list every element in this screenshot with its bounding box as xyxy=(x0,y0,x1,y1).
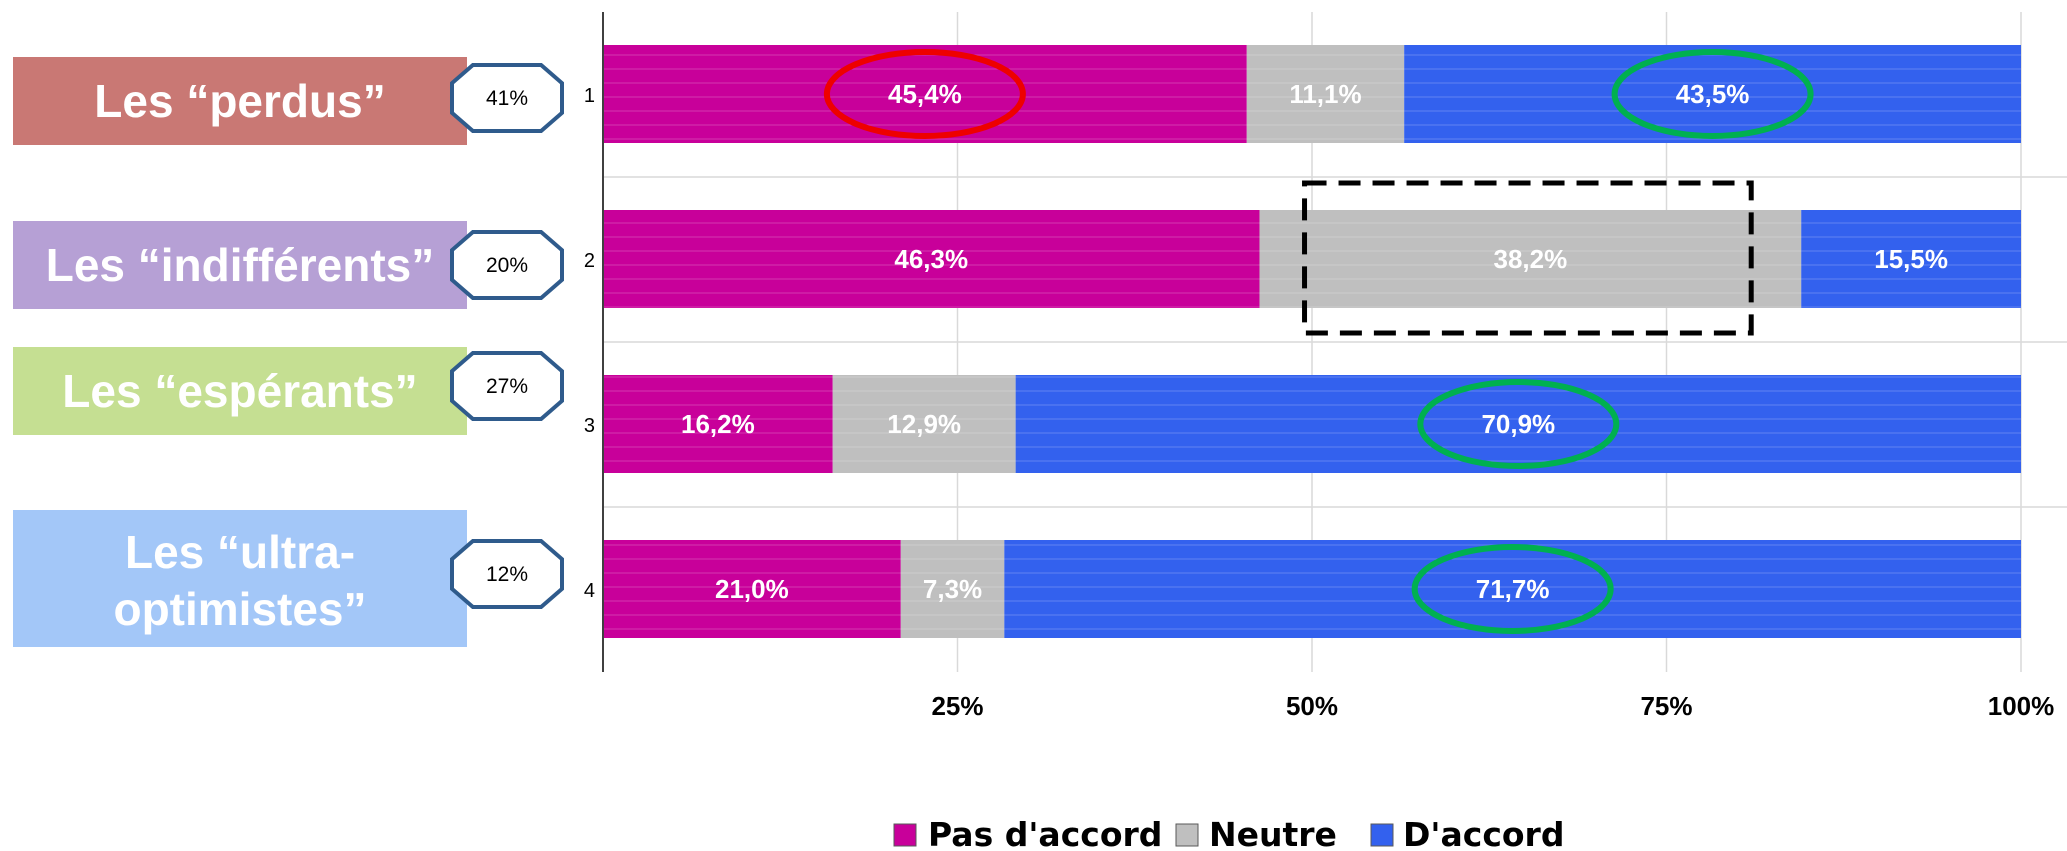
data-label: 16,2% xyxy=(681,409,755,439)
bar-segment-texture xyxy=(832,375,1016,473)
group-label-box xyxy=(13,221,467,309)
data-label: 71,7% xyxy=(1476,574,1550,604)
data-label: 12,9% xyxy=(887,409,961,439)
bar-segment-texture xyxy=(900,540,1005,638)
group-share-label: 41% xyxy=(486,87,528,110)
group-share-badge xyxy=(450,351,564,421)
group-name: Les “espérants” xyxy=(62,365,417,417)
group-share-label: 20% xyxy=(486,254,528,277)
bar-segment-texture xyxy=(603,45,1247,143)
category-label: 3 xyxy=(584,415,595,437)
annotations xyxy=(823,49,1814,634)
data-label: 45,4% xyxy=(888,79,962,109)
group-share-label: 27% xyxy=(486,375,528,398)
data-label: 15,5% xyxy=(1874,244,1948,274)
x-tick-label: 100% xyxy=(1988,691,2055,721)
x-tick-label: 50% xyxy=(1286,691,1338,721)
group-share-badge xyxy=(450,63,564,133)
legend-label: Neutre xyxy=(1209,815,1337,851)
group-name-line2: optimistes” xyxy=(113,583,366,635)
category-label: 1 xyxy=(584,85,595,107)
data-label: 7,3% xyxy=(923,574,982,604)
x-axis: 1 2 3 4 25% 50% 75% 100% xyxy=(584,12,2054,721)
legend-label: Pas d'accord xyxy=(928,815,1162,851)
bar-segment-texture xyxy=(603,210,1260,308)
group-name-line1: Les “ultra- xyxy=(125,526,355,578)
data-label: 38,2% xyxy=(1494,244,1568,274)
x-tick-label: 75% xyxy=(1640,691,1692,721)
highlight-ellipse xyxy=(1411,544,1614,634)
bar-segment-texture xyxy=(1015,375,2021,473)
data-label: 70,9% xyxy=(1481,409,1555,439)
legend-swatch xyxy=(893,823,917,847)
group-label-box xyxy=(13,57,467,145)
data-label: 43,5% xyxy=(1676,79,1750,109)
group-name: Les “perdus” xyxy=(94,75,385,127)
bar-segment-texture xyxy=(1246,45,1405,143)
bar-segment-texture xyxy=(1404,45,2021,143)
data-label: 46,3% xyxy=(894,244,968,274)
x-tick-label: 25% xyxy=(931,691,983,721)
group-share-label: 12% xyxy=(486,563,528,586)
legend-swatch xyxy=(1370,823,1394,847)
group-label-box xyxy=(13,510,467,647)
group-share-badge xyxy=(450,230,564,300)
legend: Pas d'accord Neutre D'accord xyxy=(893,815,1564,851)
bars: 45,4% 11,1% 43,5% 46,3% 38,2% 15,5% 16,2% 12,9%… xyxy=(603,45,2021,638)
legend-swatch xyxy=(1175,823,1199,847)
legend-label: D'accord xyxy=(1403,815,1564,851)
data-label: 11,1% xyxy=(1289,79,1361,109)
group-label-box xyxy=(13,347,467,435)
bar-segment-texture xyxy=(1801,210,2021,308)
highlight-ellipse xyxy=(1417,379,1620,469)
highlight-ellipse xyxy=(1611,49,1814,139)
bar-segment-texture xyxy=(1259,210,1802,308)
highlight-ellipse xyxy=(823,49,1026,139)
bar-segment-texture xyxy=(603,540,901,638)
group-labels: Les “perdus” 41% Les “indifférents” 20% Les … xyxy=(13,57,564,647)
category-label: 2 xyxy=(584,250,595,272)
group-name: Les “indifférents” xyxy=(46,239,435,291)
data-label: 21,0% xyxy=(715,574,789,604)
highlight-dashed-box xyxy=(1302,180,1754,336)
bar-segment-texture xyxy=(603,375,833,473)
category-label: 4 xyxy=(584,580,595,602)
bar-segment-texture xyxy=(1004,540,2021,638)
group-share-badge xyxy=(450,539,564,609)
